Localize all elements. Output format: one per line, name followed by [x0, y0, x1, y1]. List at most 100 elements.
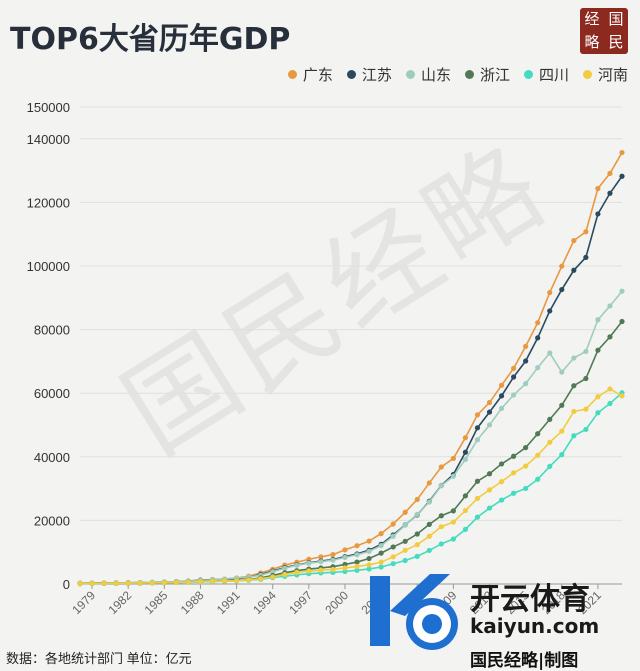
- data-point: [438, 513, 444, 519]
- data-point: [535, 452, 541, 458]
- data-point: [498, 405, 505, 411]
- data-point: [366, 548, 372, 554]
- data-point: [450, 536, 456, 542]
- data-point: [390, 554, 396, 560]
- data-point: [559, 369, 565, 375]
- data-point: [595, 211, 601, 217]
- data-point: [366, 555, 372, 562]
- data-point: [462, 449, 469, 455]
- data-point: [619, 318, 625, 325]
- data-point: [619, 393, 625, 399]
- legend-item: 四川: [523, 64, 569, 85]
- data-point: [318, 559, 324, 565]
- data-point: [209, 578, 216, 584]
- data-point: [185, 579, 191, 585]
- data-point: [595, 347, 601, 353]
- data-point: [342, 547, 348, 553]
- data-point: [77, 580, 83, 587]
- seal-char-3: 略: [584, 33, 600, 51]
- data-point: [583, 254, 589, 260]
- series-line-河南: [79, 387, 623, 585]
- data-point: [330, 566, 336, 573]
- data-point: [523, 463, 529, 469]
- data-point: [390, 561, 396, 567]
- legend-dot-icon: [464, 70, 474, 79]
- seal-char-1: 经: [584, 10, 600, 28]
- data-point: [583, 375, 589, 382]
- data-point: [318, 554, 324, 560]
- watermark-credit: 国民经略|制图: [470, 651, 579, 671]
- y-tick-label: 20000: [34, 513, 70, 528]
- data-point: [390, 544, 396, 550]
- data-point: [474, 514, 481, 520]
- data-point: [258, 576, 264, 582]
- data-point: [426, 499, 432, 505]
- data-point: [354, 563, 360, 570]
- data-point: [462, 526, 469, 532]
- data-point: [330, 551, 336, 558]
- data-point: [342, 568, 348, 575]
- data-point: [282, 565, 288, 571]
- data-point: [607, 303, 613, 309]
- data-point: [607, 334, 613, 340]
- seal-char-2: 国: [608, 10, 624, 28]
- data-point: [414, 542, 420, 548]
- data-point: [474, 425, 481, 431]
- data-point: [354, 559, 360, 565]
- series-line-广东: [79, 152, 623, 585]
- legend-item: 山东: [405, 64, 451, 85]
- x-tick-label: 2000: [322, 588, 351, 617]
- data-point: [535, 431, 541, 437]
- chart-legend: 广东 江苏 山东 浙江 四川 河南: [287, 64, 628, 85]
- legend-item: 浙江: [464, 64, 510, 85]
- data-point: [535, 320, 541, 326]
- data-point: [607, 400, 613, 407]
- data-point: [173, 579, 179, 586]
- data-point: [113, 580, 119, 586]
- data-point: [535, 365, 541, 371]
- chart-title: TOP6大省历年GDP: [10, 22, 291, 57]
- legend-label: 河南: [597, 67, 628, 84]
- data-point: [559, 452, 565, 458]
- x-tick-label: 1988: [178, 588, 207, 617]
- data-point: [619, 288, 625, 294]
- data-point: [547, 308, 553, 314]
- x-tick-label: 1982: [106, 588, 135, 617]
- data-point: [354, 567, 360, 573]
- legend-dot-icon: [287, 70, 297, 79]
- data-point: [571, 238, 577, 244]
- data-point: [390, 533, 396, 539]
- data-point: [559, 428, 565, 434]
- data-point: [583, 229, 589, 235]
- legend-label: 江苏: [361, 67, 392, 84]
- legend-dot-icon: [346, 70, 356, 79]
- series-line-山东: [79, 290, 623, 585]
- data-point: [523, 381, 529, 387]
- data-point: [498, 393, 505, 399]
- data-point: [390, 521, 396, 527]
- data-point: [486, 422, 493, 428]
- data-point: [378, 542, 384, 549]
- x-tick-label: 1979: [69, 588, 98, 617]
- data-point: [450, 473, 456, 479]
- data-point: [402, 522, 408, 528]
- data-point: [523, 485, 529, 492]
- data-point: [306, 560, 312, 566]
- x-tick-label: 1991: [214, 588, 243, 617]
- y-tick-label: 120000: [27, 195, 70, 210]
- data-point: [607, 170, 613, 177]
- x-tick-label: 1997: [286, 588, 315, 617]
- data-point: [510, 365, 517, 371]
- data-point: [221, 578, 228, 584]
- legend-label: 四川: [538, 67, 569, 84]
- y-tick-label: 150000: [27, 100, 70, 115]
- data-point: [378, 564, 384, 570]
- data-point: [498, 461, 505, 467]
- data-point: [571, 408, 577, 415]
- data-point: [523, 358, 529, 364]
- data-point: [510, 453, 517, 459]
- data-point: [414, 531, 420, 537]
- data-point: [270, 574, 276, 580]
- data-point: [547, 350, 553, 356]
- data-point: [402, 538, 408, 544]
